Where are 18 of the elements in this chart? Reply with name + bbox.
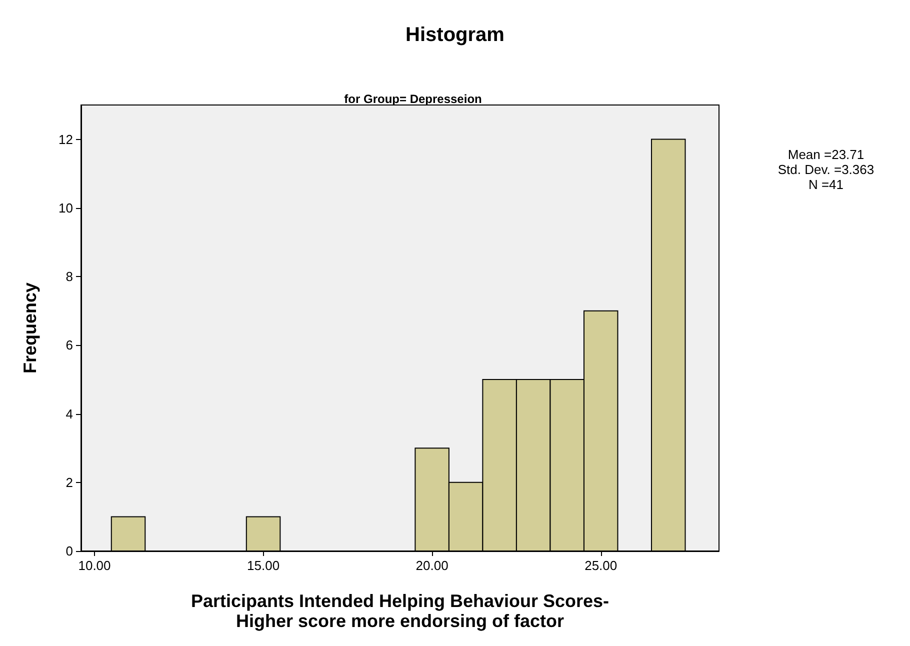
text: Std. Dev. =3.363: [778, 162, 874, 177]
chart-title: Histogram: [406, 24, 504, 46]
x-tick-label: 25.00: [584, 558, 618, 573]
text: N =41: [808, 177, 844, 192]
y-tick-label: 2: [66, 474, 73, 490]
y-tick-label: 10: [58, 200, 73, 216]
x-tick-label: 15.00: [247, 558, 280, 573]
y-tick-label: 0: [66, 544, 73, 558]
x-tick-label: 10.00: [78, 558, 111, 573]
y-tick-label: 4: [66, 406, 73, 422]
x-tick-label: 20.00: [416, 558, 448, 573]
y-tick-label: 6: [66, 338, 73, 353]
y-tick-label: 12: [58, 132, 73, 147]
y-tick-label: 8: [66, 269, 73, 284]
chart-subtitle: for Group= Depresseion: [344, 92, 482, 106]
y-axis-title: Frequency: [20, 282, 40, 374]
x-axis-title: Participants Intended Helping Behaviour Scores- Higher score more endorsing of factor: [190, 591, 610, 631]
text: Mean =23.71: [788, 147, 864, 162]
